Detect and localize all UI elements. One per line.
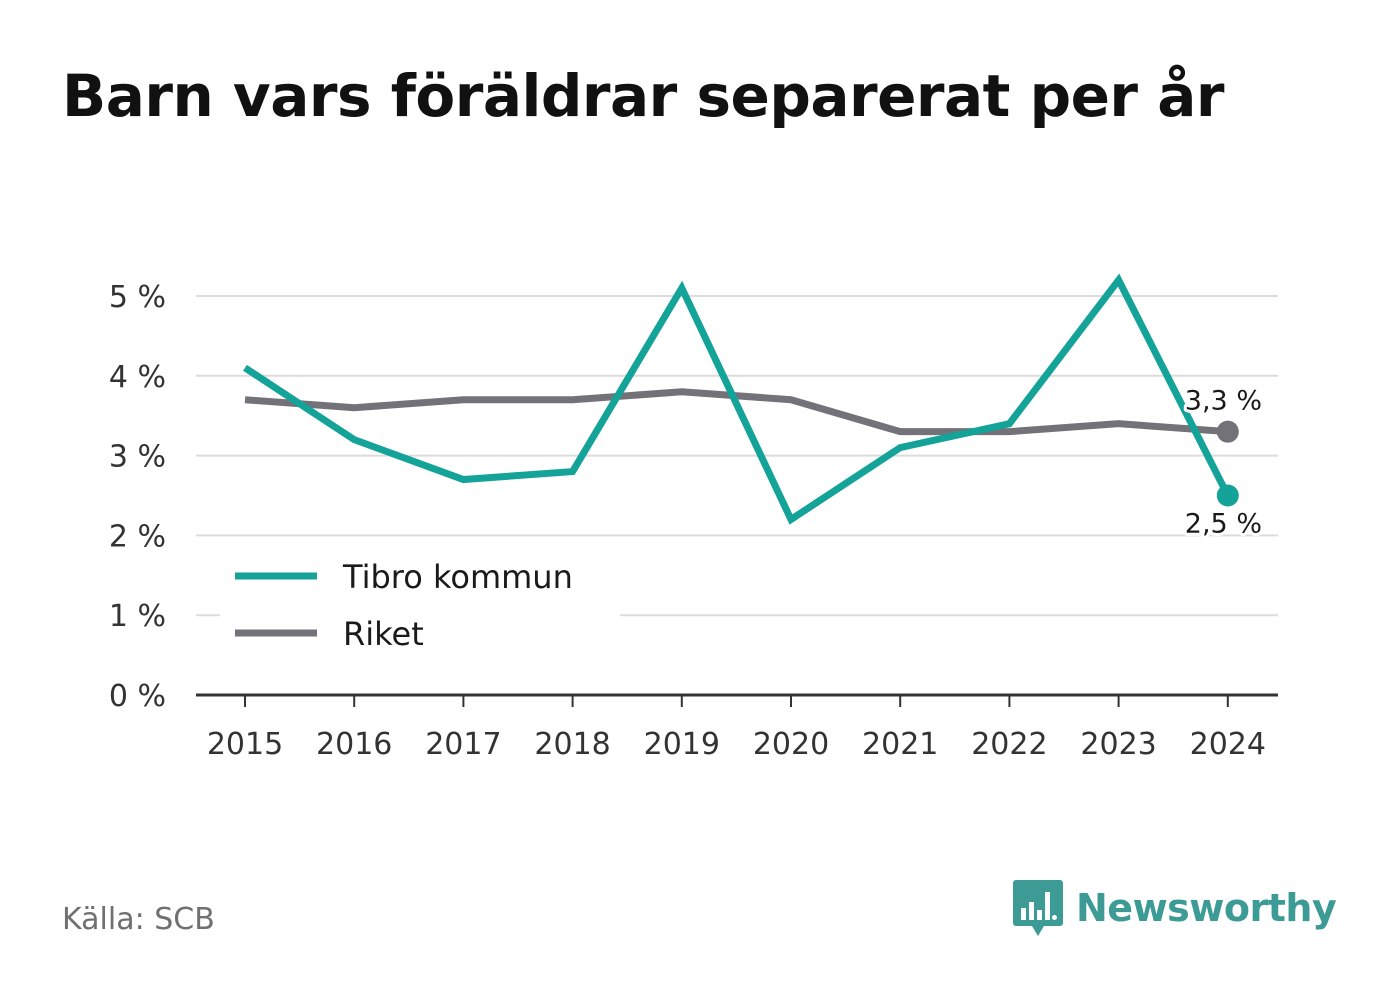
y-tick-label: 4 % <box>109 360 166 395</box>
series-lines <box>243 273 1239 525</box>
series-line-tibro-kommun <box>243 273 1231 525</box>
legend-label: Tibro kommun <box>342 558 573 596</box>
end-value-label: 3,3 % <box>1185 386 1262 417</box>
x-tick-label: 2016 <box>316 727 392 762</box>
bar-chart-speech-bubble-icon <box>1013 880 1063 936</box>
data-point <box>1216 484 1239 507</box>
y-tick-label: 5 % <box>109 280 166 315</box>
x-tick-label: 2019 <box>644 727 720 762</box>
brand-name: Newsworthy <box>1076 886 1337 930</box>
y-tick-label: 2 % <box>109 519 166 554</box>
x-tick-label: 2023 <box>1080 727 1156 762</box>
source-note: Källa: SCB <box>62 902 215 937</box>
end-value-label: 2,5 % <box>1185 509 1262 540</box>
end-labels: 3,3 % 2,5 % <box>1182 383 1265 543</box>
x-tick-label: 2024 <box>1190 727 1266 762</box>
data-point <box>1216 420 1239 443</box>
x-axis: 2015 2016 2017 2018 2019 2020 2021 2022 2023 2024 <box>196 693 1278 762</box>
x-tick-label: 2018 <box>534 727 610 762</box>
legend: Tibro kommun Riket <box>220 548 620 653</box>
y-tick-label: 0 % <box>109 679 166 714</box>
legend-label: Riket <box>343 615 424 653</box>
x-tick-label: 2017 <box>425 727 501 762</box>
chart-title: Barn vars föräldrar separerat per år <box>62 62 1224 130</box>
x-tick-label: 2022 <box>971 727 1047 762</box>
legend-background <box>220 548 620 618</box>
x-tick-label: 2015 <box>207 727 283 762</box>
x-tick-label: 2020 <box>753 727 829 762</box>
y-axis-ticks: 0 % 1 % 2 % 3 % 4 % 5 % <box>109 280 166 714</box>
brand-logo: Newsworthy <box>1012 878 1337 938</box>
x-tick-label: 2021 <box>862 727 938 762</box>
y-tick-label: 1 % <box>109 599 166 634</box>
y-tick-label: 3 % <box>109 440 166 475</box>
